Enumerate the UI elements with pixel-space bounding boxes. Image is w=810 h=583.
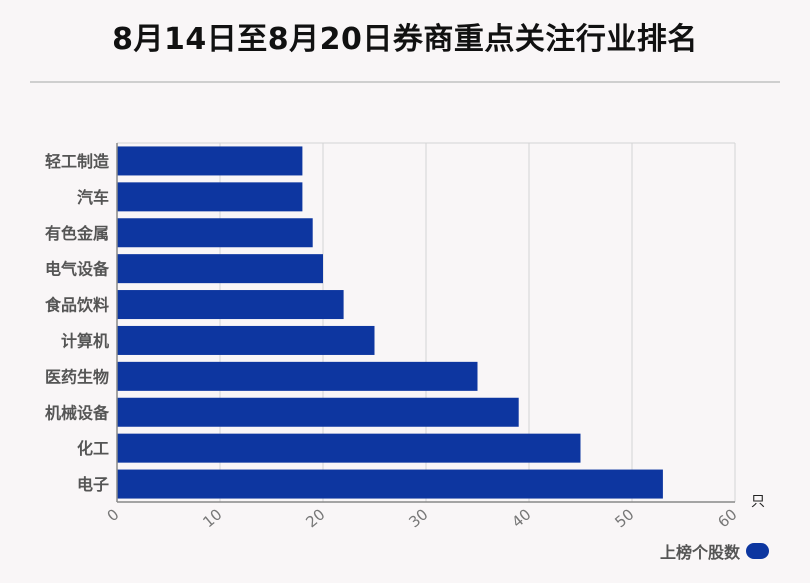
bar-7 <box>117 397 519 427</box>
x-tick-label: 0 <box>104 505 123 525</box>
bar-2 <box>117 218 313 248</box>
category-label: 汽车 <box>77 188 109 207</box>
category-label: 食品饮料 <box>44 296 109 315</box>
x-tick-label: 30 <box>405 505 431 531</box>
labels: 0 10 20 30 40 50 60 轻工制造汽车有色金属电气设备食品饮料计算机医药生物机械… <box>44 152 765 531</box>
bar-5 <box>117 325 375 355</box>
bar-9 <box>117 469 663 499</box>
x-axis-unit: 只 <box>751 494 765 510</box>
category-label: 化工 <box>77 439 109 458</box>
bar-1 <box>117 182 303 212</box>
x-tick-label: 40 <box>508 505 534 531</box>
bar-4 <box>117 290 344 320</box>
legend: 上榜个股数 <box>660 540 769 562</box>
bar-0 <box>117 146 303 176</box>
x-tick-label: 60 <box>714 505 740 531</box>
axes <box>116 143 735 503</box>
title-divider <box>30 81 780 83</box>
x-tick-label: 50 <box>611 505 637 531</box>
bar-8 <box>117 433 581 463</box>
bars <box>117 146 663 499</box>
legend-label: 上榜个股数 <box>659 543 740 562</box>
legend-swatch <box>746 543 769 559</box>
category-label: 有色金属 <box>45 224 109 243</box>
category-label: 轻工制造 <box>45 152 110 171</box>
bar-3 <box>117 254 323 284</box>
category-label: 机械设备 <box>45 403 110 422</box>
x-tick-label: 20 <box>302 505 328 531</box>
category-label: 医药生物 <box>45 367 109 386</box>
chart-title: 8月14日至8月20日券商重点关注行业排名 <box>112 22 698 57</box>
category-label: 电气设备 <box>45 260 110 279</box>
x-tick-label: 10 <box>199 505 225 531</box>
category-label: 电子 <box>77 475 109 494</box>
category-label: 计算机 <box>61 331 109 350</box>
bar-6 <box>117 361 478 391</box>
